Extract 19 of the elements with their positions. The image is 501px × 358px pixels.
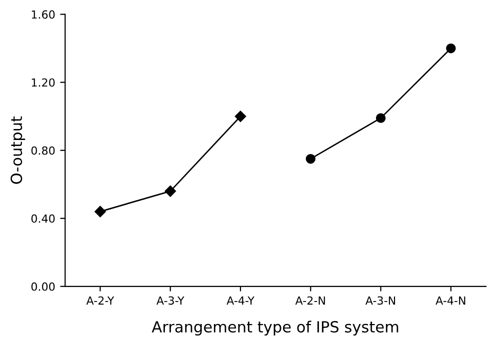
point [446, 43, 456, 54]
point [376, 113, 386, 123]
point [306, 154, 316, 164]
y-tick-label: 0.40 [31, 214, 55, 223]
point [94, 206, 106, 218]
y-tick-label: 0.80 [31, 146, 55, 155]
x-axis-title: Arrangement type of IPS system [152, 320, 398, 336]
x-tick-label: A-4-N [436, 296, 466, 305]
x-tick-label: A-4-Y [226, 296, 254, 305]
y-tick-label: 1.20 [32, 78, 55, 87]
point [234, 110, 246, 122]
point [164, 186, 176, 197]
y-axis-title: O-output [10, 116, 26, 184]
y-tick-label: 1.60 [32, 10, 55, 19]
x-tick-label: A-3-N [365, 296, 396, 305]
y-tick-label: 0.00 [31, 282, 55, 291]
x-tick-label: A-2-Y [86, 296, 114, 305]
x-tick-label: A-2-N [295, 296, 325, 305]
x-tick-label: A-3-Y [156, 296, 184, 305]
